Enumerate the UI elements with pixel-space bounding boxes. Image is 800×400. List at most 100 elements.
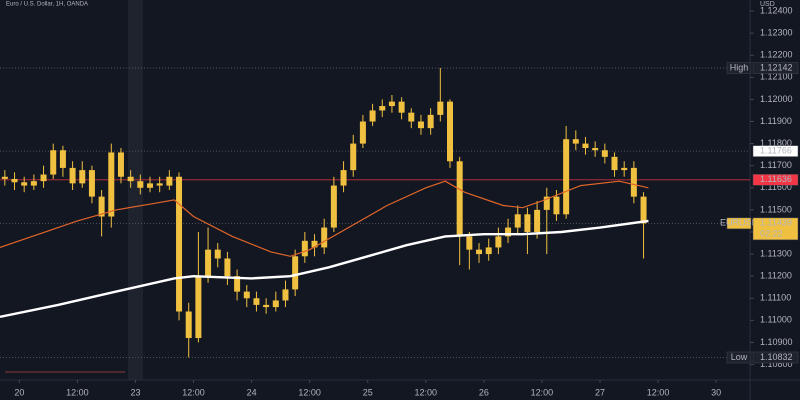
- candle-body: [11, 178, 18, 183]
- candle-body: [166, 176, 173, 186]
- candle-body: [195, 276, 202, 339]
- x-tick-label: 25: [363, 387, 373, 397]
- candle-body: [79, 170, 86, 184]
- x-tick-label: 26: [479, 387, 489, 397]
- y-tick-label: 1.11100: [760, 293, 791, 303]
- candle-body: [185, 311, 192, 339]
- currency-label: USD: [760, 1, 775, 8]
- candle-body: [330, 185, 337, 228]
- candle-body: [69, 167, 76, 184]
- candle-body: [224, 258, 231, 277]
- candle-body: [292, 256, 299, 290]
- moving-average: [0, 180, 649, 257]
- y-tick-label: 1.12300: [760, 28, 793, 38]
- price-tag-value: 1.12142: [760, 62, 793, 72]
- candle-body: [214, 249, 221, 259]
- candle-body: [321, 227, 328, 248]
- y-tick-label: 1.10900: [760, 337, 793, 347]
- price-tag-label: High: [730, 62, 749, 72]
- price-tag-box: [752, 62, 799, 74]
- candle-body: [379, 106, 386, 111]
- price-tag-label: EURUSD: [720, 218, 759, 228]
- y-tick-label: 1.10800: [760, 359, 793, 369]
- candle-body: [563, 139, 570, 215]
- candle-body: [447, 101, 453, 162]
- candle-body: [398, 101, 405, 113]
- price-tag-box: [752, 145, 799, 157]
- candle-body: [253, 298, 260, 305]
- candle-body: [408, 112, 415, 122]
- candle-body: [485, 247, 492, 255]
- x-tick-label: 12:00: [415, 387, 438, 397]
- candle-body: [437, 101, 444, 115]
- chart-title: Euro / U.S. Dollar, 1H, OANDA: [6, 2, 88, 8]
- price-tag-box: [752, 217, 799, 241]
- candle-body: [156, 183, 163, 186]
- candle-body: [630, 167, 637, 197]
- candle-body: [456, 161, 463, 237]
- y-tick-label: 1.11300: [760, 248, 792, 258]
- candle-body: [417, 121, 424, 129]
- y-tick-label: 1.11600: [760, 182, 792, 192]
- candle-body: [640, 196, 647, 224]
- candle-body: [340, 170, 347, 186]
- x-tick-label: 12:00: [66, 387, 89, 397]
- candle-body: [359, 121, 366, 144]
- y-tick-label: 1.11200: [760, 271, 792, 281]
- candle-body: [21, 182, 28, 186]
- y-tick-label: 1.11800: [760, 138, 792, 148]
- candle-body: [147, 183, 153, 188]
- x-tick-label: 24: [247, 387, 257, 397]
- candle-body: [495, 236, 502, 248]
- moving-average: [0, 219, 649, 318]
- candle-body: [272, 300, 279, 308]
- candle-body: [427, 114, 434, 129]
- x-tick-label: 12:00: [298, 387, 321, 397]
- price-tag-value: 1.11439: [760, 218, 792, 228]
- y-tick-label: 1.12100: [760, 72, 793, 82]
- y-tick-label: 1.11700: [760, 160, 792, 170]
- price-tag-value: 1.11636: [760, 174, 792, 184]
- candle-body: [601, 150, 608, 157]
- candle-body: [282, 289, 289, 301]
- candle-body: [108, 152, 115, 217]
- x-tick-label: 12:00: [647, 387, 670, 397]
- candle-body: [611, 156, 618, 171]
- price-tag-value: 1.11766: [760, 145, 792, 155]
- session-shade: [128, 0, 143, 380]
- candle-body: [553, 196, 560, 215]
- candle-body: [514, 214, 521, 228]
- price-tag-label-box: [726, 217, 752, 230]
- candle-body: [263, 304, 270, 308]
- candle-body: [243, 291, 250, 299]
- price-tag-label-box: [726, 351, 752, 364]
- candle-body: [572, 139, 579, 144]
- candle-body: [543, 196, 550, 210]
- candle-body: [59, 150, 66, 168]
- price-tag-box: [752, 351, 799, 364]
- y-tick-label: 1.12400: [760, 5, 793, 15]
- y-tick-label: 1.12000: [760, 94, 793, 104]
- candle-body: [98, 196, 105, 217]
- x-tick-label: 20: [14, 387, 24, 397]
- y-tick-label: 1.11900: [760, 116, 792, 126]
- candle-body: [582, 143, 589, 149]
- candle-body: [311, 240, 318, 248]
- candle-body: [1, 176, 8, 179]
- candle-body: [176, 176, 183, 312]
- candle-body: [88, 170, 95, 197]
- candle-body: [137, 181, 144, 188]
- x-tick-label: 23: [130, 387, 140, 397]
- candle-body: [205, 249, 212, 277]
- candle-body: [524, 214, 531, 232]
- candle-body: [534, 209, 541, 232]
- x-tick-label: 12:00: [531, 387, 554, 397]
- candle-body: [592, 148, 599, 151]
- candle-body: [40, 174, 47, 182]
- candle-body: [621, 167, 628, 171]
- candle-body: [350, 143, 357, 171]
- candle-body: [476, 249, 483, 255]
- candle-body: [388, 101, 395, 107]
- candle-body: [301, 240, 308, 257]
